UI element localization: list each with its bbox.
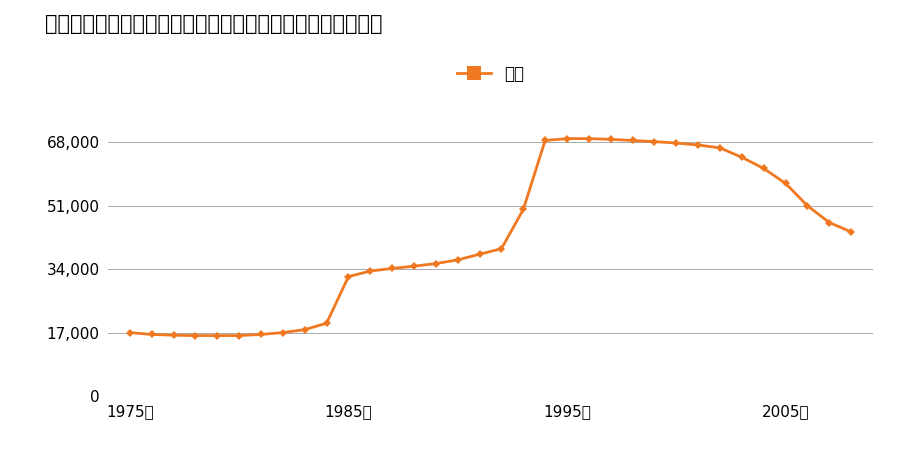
価格 — [518, 207, 528, 212]
価格 — [212, 333, 222, 338]
価格 — [780, 180, 791, 186]
Legend: 価格: 価格 — [451, 58, 530, 90]
価格 — [343, 274, 354, 279]
価格 — [824, 220, 834, 225]
価格 — [453, 257, 464, 262]
価格 — [802, 203, 813, 208]
価格 — [736, 154, 747, 160]
価格 — [759, 166, 769, 171]
価格 — [190, 333, 201, 338]
価格 — [606, 137, 616, 142]
価格 — [649, 139, 660, 144]
価格 — [430, 261, 441, 266]
価格 — [234, 333, 245, 338]
Line: 価格: 価格 — [127, 135, 854, 339]
価格 — [256, 332, 266, 337]
価格 — [693, 142, 704, 148]
価格 — [168, 333, 179, 338]
価格 — [364, 268, 375, 274]
価格 — [300, 327, 310, 332]
価格 — [670, 140, 681, 146]
価格 — [124, 330, 135, 335]
価格 — [627, 138, 638, 143]
価格 — [540, 138, 551, 143]
価格 — [474, 252, 485, 257]
価格 — [277, 330, 288, 335]
価格 — [409, 264, 419, 269]
価格 — [321, 320, 332, 326]
価格 — [562, 136, 572, 141]
価格 — [147, 332, 158, 337]
Text: 群馬県新田郡新田町大字木崎字南ケ丘１５２番２の地価推移: 群馬県新田郡新田町大字木崎字南ケ丘１５２番２の地価推移 — [45, 14, 382, 33]
価格 — [846, 229, 857, 234]
価格 — [583, 136, 594, 141]
価格 — [387, 266, 398, 271]
価格 — [496, 246, 507, 252]
価格 — [715, 145, 725, 151]
